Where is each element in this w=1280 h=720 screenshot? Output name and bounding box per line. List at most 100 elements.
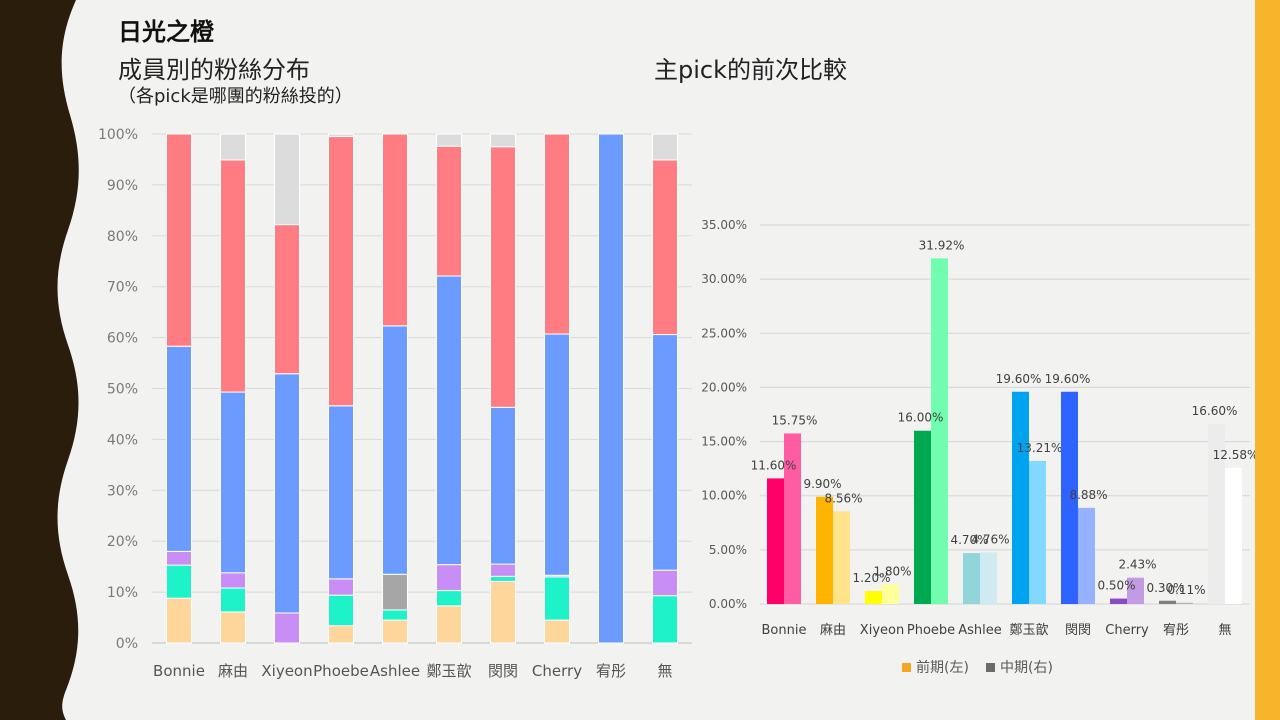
bar-mid: [833, 511, 850, 604]
bar-segment: [382, 619, 408, 644]
data-label-mid: 31.92%: [919, 238, 965, 252]
data-label-mid: 15.75%: [772, 413, 818, 427]
y-tick-label: 0%: [116, 636, 138, 652]
bar-segment: [166, 564, 192, 599]
page-title: 日光之橙: [118, 18, 214, 46]
y-tick-label: 0.00%: [709, 597, 747, 611]
bar-segment: [490, 580, 516, 644]
bar-segment: [166, 133, 192, 347]
bar-segment: [220, 611, 246, 644]
data-label-mid: 4.76%: [971, 532, 1009, 546]
bar-segment: [328, 578, 354, 596]
bar-prev: [767, 478, 784, 604]
bar-mid: [1225, 467, 1242, 604]
y-tick-label: 10%: [107, 585, 138, 601]
x-tick-label: Bonnie: [153, 662, 205, 680]
y-tick-label: 15.00%: [701, 435, 747, 449]
y-tick-label: 70%: [107, 280, 138, 296]
bar-prev: [865, 591, 882, 604]
bar-segment: [328, 133, 354, 138]
data-label-prev: 16.60%: [1192, 404, 1238, 418]
bar-segment: [436, 133, 462, 147]
legend-swatch: [902, 663, 911, 672]
data-label-mid: 0.11%: [1167, 583, 1205, 597]
x-tick-label: 麻由: [218, 662, 248, 680]
bar-segment: [544, 333, 570, 576]
y-tick-label: 30.00%: [701, 272, 747, 286]
bar-mid: [980, 552, 997, 604]
x-tick-label: Xiyeon: [860, 623, 904, 638]
y-tick-label: 20.00%: [701, 380, 747, 394]
data-label-prev: 19.60%: [1045, 372, 1091, 386]
bar-segment: [220, 159, 246, 393]
y-tick-label: 10.00%: [701, 489, 747, 503]
bar-segment: [166, 345, 192, 552]
bar-segment: [490, 575, 516, 582]
x-tick-label: Ashlee: [370, 662, 420, 680]
bar-mid: [1029, 460, 1046, 604]
y-tick-label: 25.00%: [701, 326, 747, 340]
bar-segment: [436, 564, 462, 592]
x-tick-label: Phoebe: [313, 662, 369, 680]
x-tick-label: Xiyeon: [261, 662, 312, 680]
bar-prev: [1061, 391, 1078, 604]
bar-segment: [166, 550, 192, 566]
x-tick-label: Bonnie: [762, 623, 807, 638]
bar-segment: [652, 133, 678, 161]
data-label-mid: 8.56%: [824, 491, 862, 505]
y-tick-label: 60%: [107, 331, 138, 347]
decorative-right-stripe: [1255, 0, 1280, 720]
data-label-mid: 12.58%: [1213, 448, 1255, 462]
bar-segment: [652, 569, 678, 597]
x-tick-label: 鄭玉歆: [1009, 622, 1048, 638]
bar-segment: [544, 133, 570, 335]
bar-mid: [1127, 577, 1144, 604]
data-label-prev: 11.60%: [751, 458, 797, 472]
bar-segment: [490, 146, 516, 408]
y-tick-label: 80%: [107, 229, 138, 245]
bar-mid: [1176, 602, 1193, 604]
bar-segment: [544, 576, 570, 621]
bar-segment: [274, 373, 300, 614]
y-tick-label: 40%: [107, 432, 138, 448]
x-tick-label: 閔閔: [1065, 623, 1091, 638]
x-tick-label: Phoebe: [907, 623, 955, 638]
y-tick-label: 35.00%: [701, 218, 747, 232]
bar-prev: [914, 430, 931, 604]
data-label-mid: 1.80%: [873, 565, 911, 579]
bar-prev: [1110, 598, 1127, 604]
data-label-prev: 1.20%: [852, 571, 890, 585]
bar-segment: [328, 405, 354, 580]
bar-segment: [328, 594, 354, 627]
bar-prev: [816, 496, 833, 604]
bar-segment: [382, 133, 408, 327]
y-tick-label: 20%: [107, 534, 138, 550]
x-tick-label: 麻由: [820, 623, 846, 638]
bar-segment: [382, 325, 408, 575]
left-chart-note: （各pick是哪團的粉絲投的）: [118, 86, 353, 107]
bar-segment: [382, 573, 408, 611]
y-tick-label: 5.00%: [709, 543, 747, 557]
bar-segment: [328, 136, 354, 407]
bar-segment: [490, 563, 516, 577]
right-chart-title: 主pick的前次比較: [654, 56, 847, 84]
decorative-wave-border: [0, 0, 79, 720]
x-tick-label: 無: [1218, 623, 1231, 638]
bar-segment: [652, 595, 678, 644]
x-tick-label: Cherry: [532, 662, 582, 680]
bar-segment: [490, 133, 516, 148]
bar-segment: [328, 625, 354, 644]
bar-prev: [963, 553, 980, 604]
y-tick-label: 50%: [107, 382, 138, 398]
y-tick-label: 30%: [107, 483, 138, 499]
bar-segment: [652, 334, 678, 571]
legend-swatch: [986, 663, 995, 672]
bar-segment: [436, 275, 462, 566]
bar-segment: [274, 612, 300, 644]
data-label-prev: 19.60%: [996, 372, 1042, 386]
x-tick-label: 無: [657, 662, 672, 680]
x-tick-label: 鄭玉歆: [426, 662, 471, 680]
bar-segment: [544, 619, 570, 644]
bar-segment: [220, 391, 246, 574]
bar-segment: [652, 159, 678, 336]
